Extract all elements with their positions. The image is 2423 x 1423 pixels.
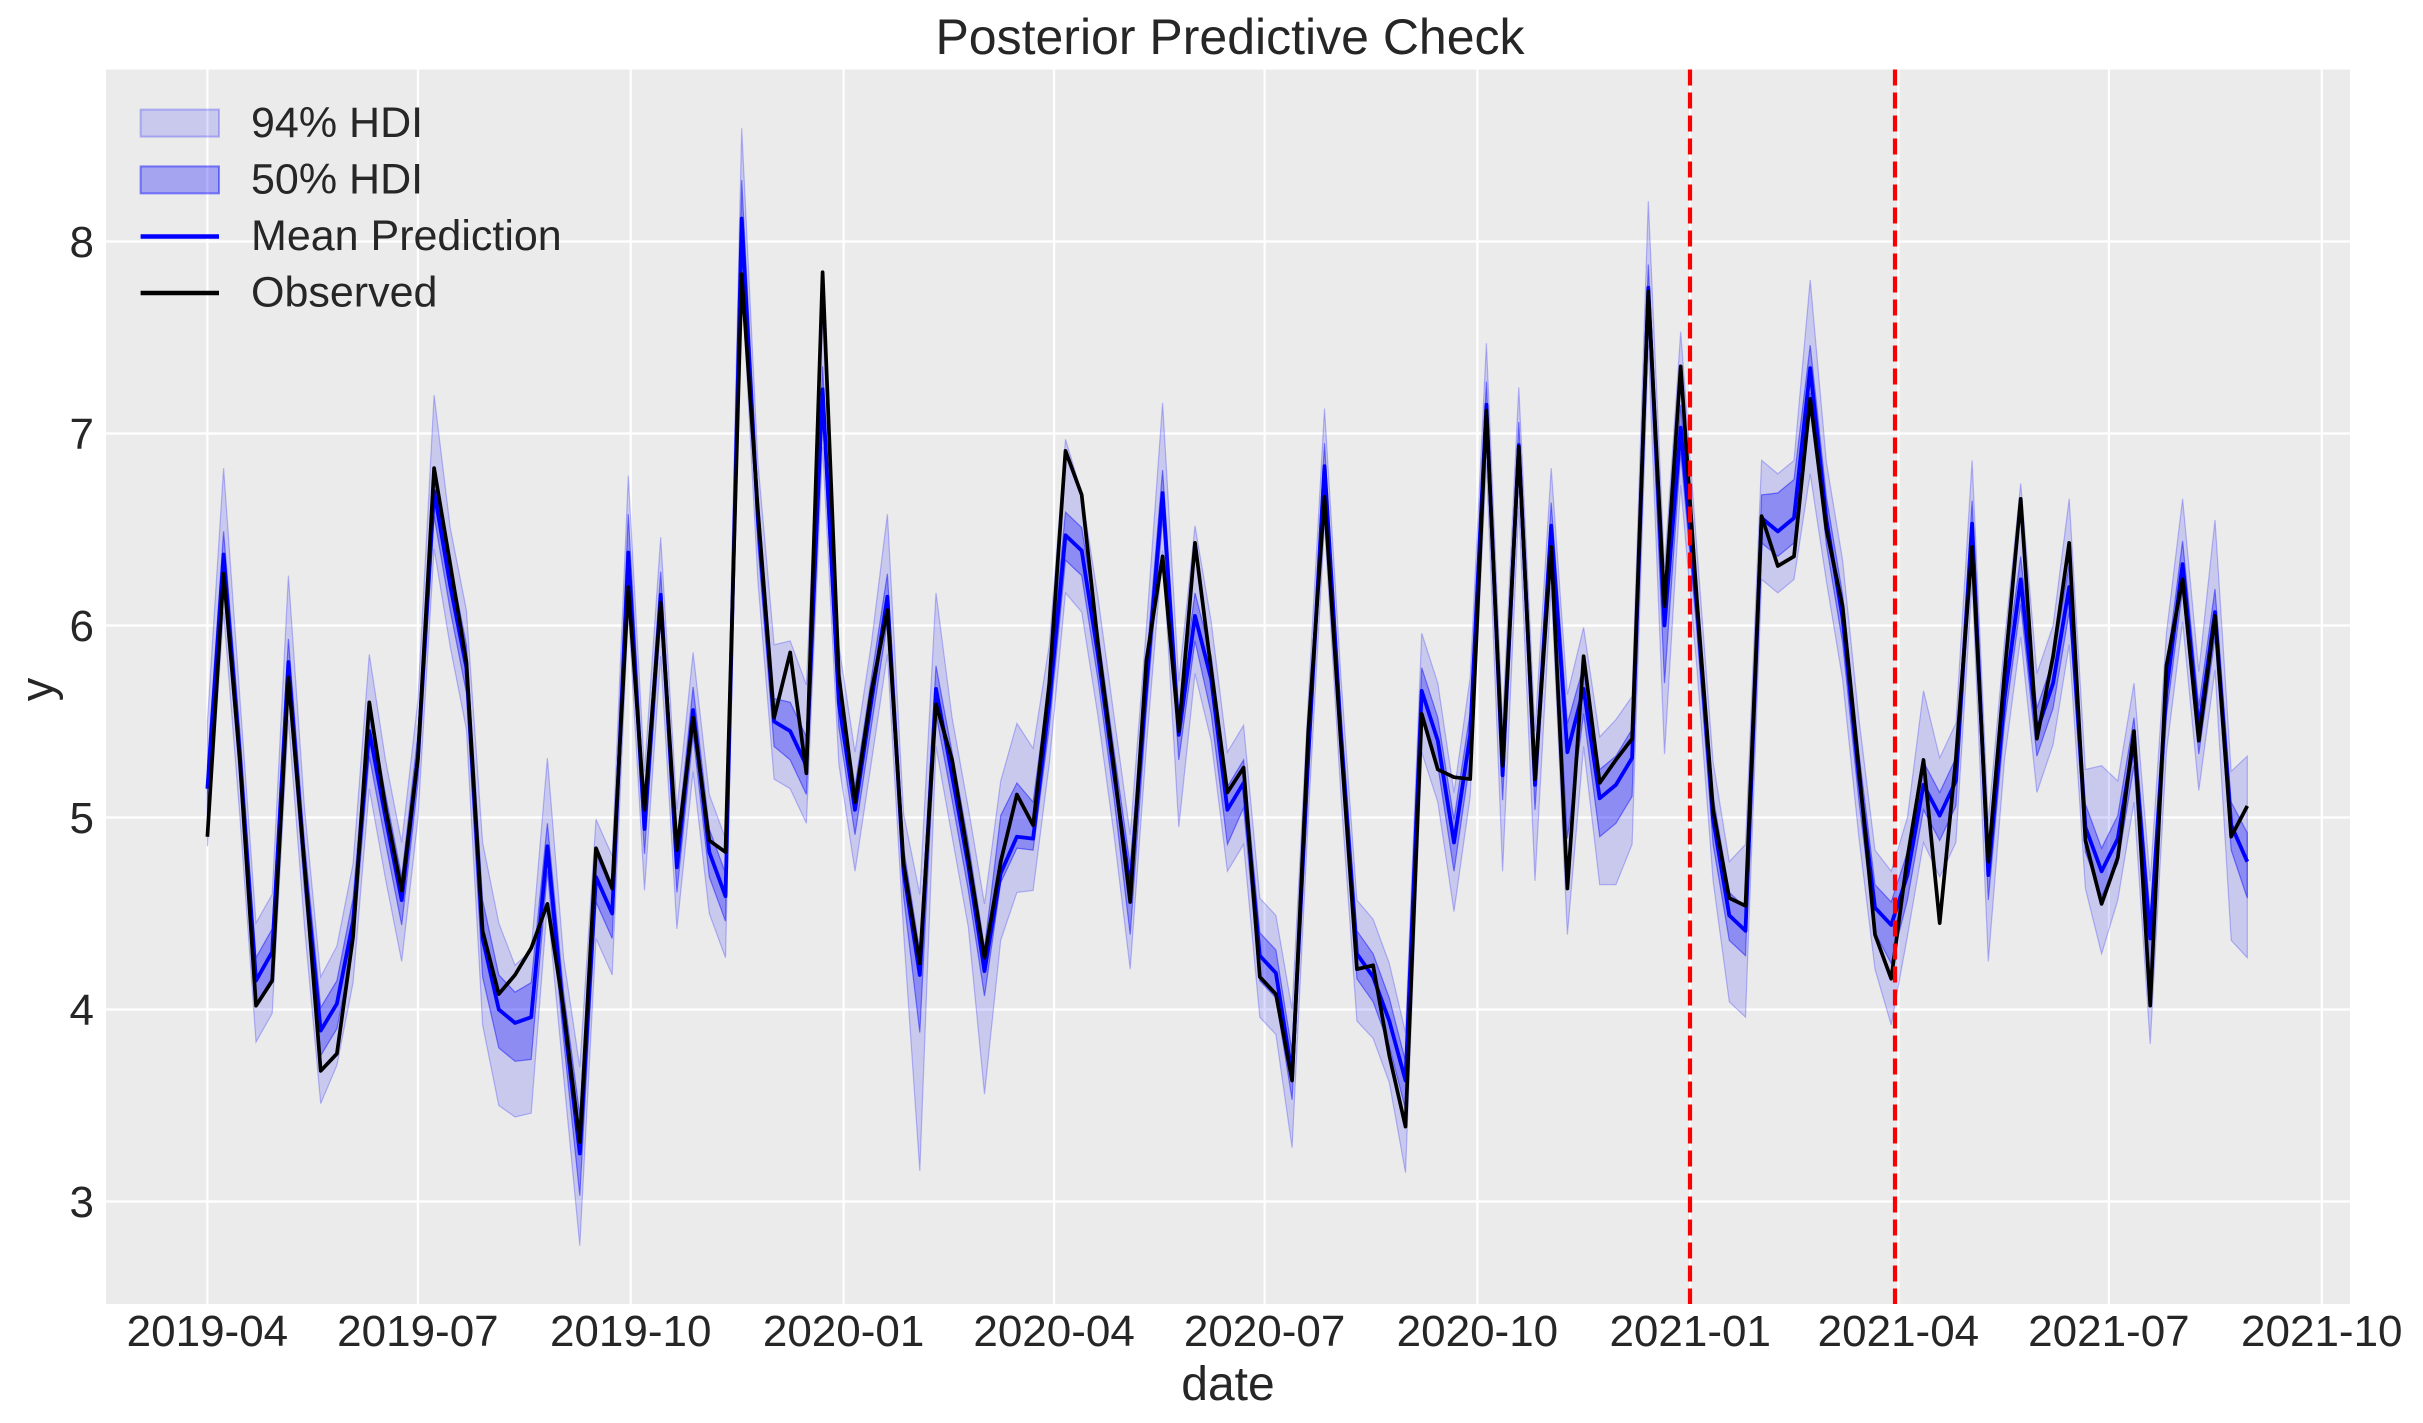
svg-text:2021-01: 2021-01 xyxy=(1609,1307,1770,1356)
svg-text:5: 5 xyxy=(70,794,94,843)
svg-text:date: date xyxy=(1181,1358,1274,1411)
svg-text:7: 7 xyxy=(70,410,94,459)
svg-text:2020-01: 2020-01 xyxy=(763,1307,924,1356)
svg-text:2021-07: 2021-07 xyxy=(2028,1307,2189,1356)
svg-text:3: 3 xyxy=(70,1178,94,1227)
svg-text:50% HDI: 50% HDI xyxy=(251,156,423,204)
svg-text:2020-10: 2020-10 xyxy=(1397,1307,1558,1356)
svg-text:2019-04: 2019-04 xyxy=(127,1307,288,1356)
svg-text:6: 6 xyxy=(70,602,94,651)
svg-text:2019-07: 2019-07 xyxy=(337,1307,498,1356)
svg-text:2021-04: 2021-04 xyxy=(1818,1307,1979,1356)
svg-text:8: 8 xyxy=(70,218,94,267)
svg-text:Mean Prediction: Mean Prediction xyxy=(251,212,562,260)
svg-text:2019-10: 2019-10 xyxy=(550,1307,711,1356)
svg-text:4: 4 xyxy=(70,986,94,1035)
svg-text:y: y xyxy=(10,677,63,701)
svg-text:94% HDI: 94% HDI xyxy=(251,99,423,147)
svg-text:Observed: Observed xyxy=(251,269,437,317)
svg-text:Posterior Predictive Check: Posterior Predictive Check xyxy=(935,9,1525,65)
svg-text:2020-04: 2020-04 xyxy=(973,1307,1134,1356)
svg-text:2020-07: 2020-07 xyxy=(1184,1307,1345,1356)
svg-text:2021-10: 2021-10 xyxy=(2241,1307,2402,1356)
